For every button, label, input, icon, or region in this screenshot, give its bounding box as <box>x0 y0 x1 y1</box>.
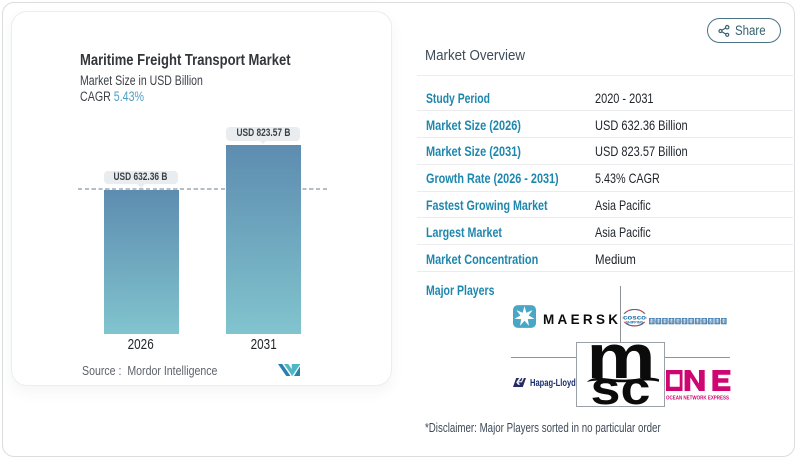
svg-text:m: m <box>586 342 655 392</box>
svg-text:cosco: cosco <box>623 314 646 321</box>
svg-text:OCEAN NETWORK EXPRESS: OCEAN NETWORK EXPRESS <box>666 396 729 402</box>
svg-text:sc: sc <box>590 362 650 407</box>
svg-text:COSCO SHIPPING LINES CO. LTD: COSCO SHIPPING LINES CO. LTD <box>649 319 726 324</box>
svg-text:SHIPPING: SHIPPING <box>625 320 643 324</box>
